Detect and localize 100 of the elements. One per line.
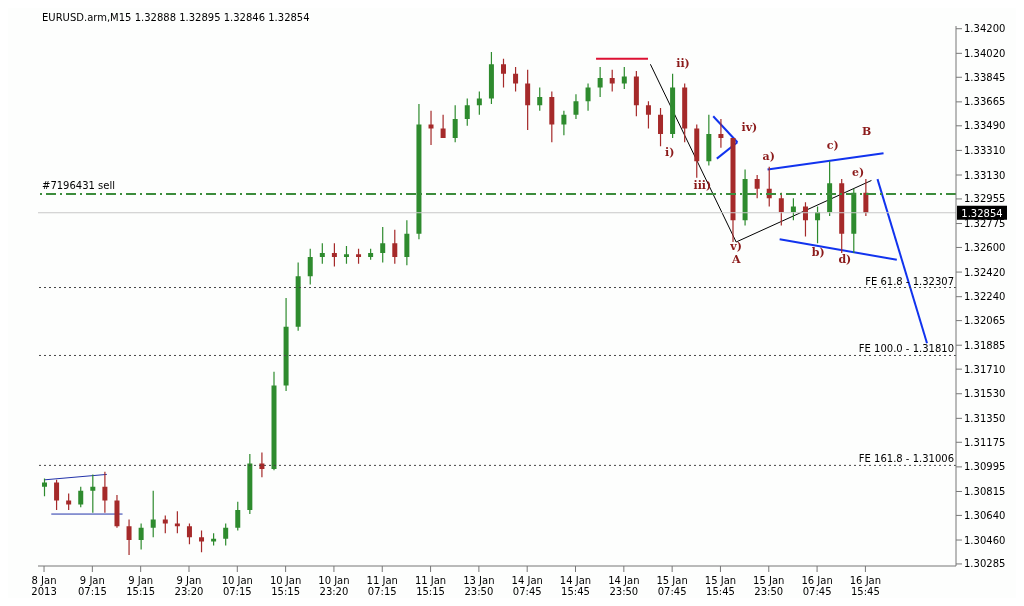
candlestick [319, 243, 325, 264]
y-tick-label: 1.34020 [964, 47, 1006, 59]
candlestick [537, 87, 543, 111]
y-tick-label: 1.33310 [964, 144, 1006, 156]
candlestick [223, 523, 229, 546]
candlestick [235, 501, 241, 531]
candlestick [102, 471, 108, 513]
ref-line-label: FE 61.8 - 1.32307 [865, 275, 954, 287]
y-tick-label: 1.32240 [964, 291, 1006, 303]
candlestick [138, 523, 144, 550]
candlestick [380, 226, 386, 263]
x-tick-label: 11 Jan 07:15 [366, 575, 398, 597]
candlestick [307, 248, 313, 285]
candlestick [513, 67, 519, 92]
annotation: iv) [741, 121, 758, 135]
candlestick [802, 202, 808, 237]
x-tick-label: 14 Jan 07:45 [511, 575, 543, 597]
candlestick [682, 83, 688, 143]
candlestick [573, 94, 579, 119]
candlestick [488, 51, 494, 104]
x-tick-label: 14 Jan 23:50 [608, 575, 640, 597]
candlestick [501, 58, 506, 88]
candlestick [694, 124, 700, 178]
y-tick-label: 1.30995 [964, 461, 1006, 473]
y-tick-label: 1.31710 [964, 363, 1006, 375]
y-tick-label: 1.32775 [964, 218, 1006, 230]
x-tick-label: 9 Jan 07:15 [77, 575, 107, 597]
y-tick-label: 1.31530 [964, 388, 1006, 400]
candlestick [331, 243, 337, 267]
candlestick [428, 110, 434, 145]
x-tick-label: 16 Jan 15:45 [849, 575, 882, 597]
candlestick [658, 108, 664, 147]
candlestick [718, 118, 724, 148]
candlestick [126, 519, 132, 556]
candlestick [790, 198, 796, 221]
candlestick [633, 71, 639, 117]
candlestick [283, 298, 289, 392]
y-tick-label: 1.30815 [964, 486, 1006, 498]
annotation: e) [852, 166, 865, 180]
annotation: a) [762, 149, 775, 163]
candlestick [186, 523, 192, 545]
candlestick [778, 192, 784, 226]
candlestick [827, 161, 833, 217]
y-tick-label: 1.34200 [964, 23, 1006, 35]
y-tick-label: 1.32420 [964, 266, 1006, 278]
candlestick [416, 103, 422, 240]
x-tick-label: 15 Jan 07:45 [656, 575, 688, 597]
candlestick [150, 490, 156, 538]
annotation: B [861, 125, 872, 139]
candlestick [464, 98, 470, 126]
x-tick-label: 16 Jan 07:45 [801, 575, 833, 597]
x-tick-label: 11 Jan 15:15 [414, 575, 447, 597]
y-tick-label: 1.33845 [964, 71, 1006, 83]
candlestick [114, 494, 120, 528]
candlestick [54, 479, 60, 510]
candlestick [452, 105, 458, 143]
y-tick-label: 1.33490 [964, 120, 1006, 132]
annotation: c) [826, 139, 839, 153]
x-tick-label: 10 Jan 23:20 [318, 575, 350, 597]
y-tick-label: 1.32600 [964, 242, 1006, 254]
candlestick [525, 69, 531, 130]
x-tick-label: 15 Jan 23:50 [753, 575, 785, 597]
candlestick [670, 73, 676, 139]
annotation: ii) [676, 57, 690, 71]
candlestick [549, 91, 555, 143]
candlestick [199, 530, 205, 553]
annotation: i) [665, 145, 675, 159]
candlestick [78, 486, 84, 508]
y-tick-label: 1.33130 [964, 169, 1006, 181]
candlestick [597, 67, 603, 98]
x-tick-label: 10 Jan 15:15 [269, 575, 302, 597]
y-tick-label: 1.32065 [964, 315, 1006, 327]
x-tick-label: 14 Jan 15:45 [559, 575, 592, 597]
annotation: A [730, 252, 741, 266]
candlestick [561, 110, 567, 136]
candlestick [863, 179, 869, 217]
candlestick [368, 248, 374, 260]
x-tick-label: 13 Jan 23:50 [463, 575, 495, 597]
y-tick-label: 1.31885 [964, 339, 1006, 351]
annotation: b) [811, 245, 825, 259]
y-tick-label: 1.30285 [964, 558, 1006, 570]
ref-line-label: #7196431 sell [42, 180, 116, 192]
y-tick-label: 1.30460 [964, 534, 1006, 546]
candlestick [706, 114, 712, 166]
candlestick [295, 262, 301, 331]
y-tick-label: 1.31175 [964, 436, 1006, 448]
x-tick-label: 15 Jan 15:45 [704, 575, 737, 597]
y-tick-label: 1.30640 [964, 509, 1006, 521]
ref-line-label: FE 100.0 - 1.31810 [858, 343, 954, 355]
candlestick [742, 169, 748, 226]
annotation: v) [729, 240, 742, 254]
candlestick [343, 246, 349, 264]
candlestick [851, 188, 857, 253]
candlestick [754, 175, 760, 199]
ref-line-label: 1.32854 [961, 207, 1003, 219]
y-tick-label: 1.32955 [964, 193, 1006, 205]
x-tick-label: 9 Jan 23:20 [174, 575, 204, 597]
candlestick [440, 114, 446, 139]
candlestick [392, 229, 398, 264]
candlestick [404, 220, 410, 266]
